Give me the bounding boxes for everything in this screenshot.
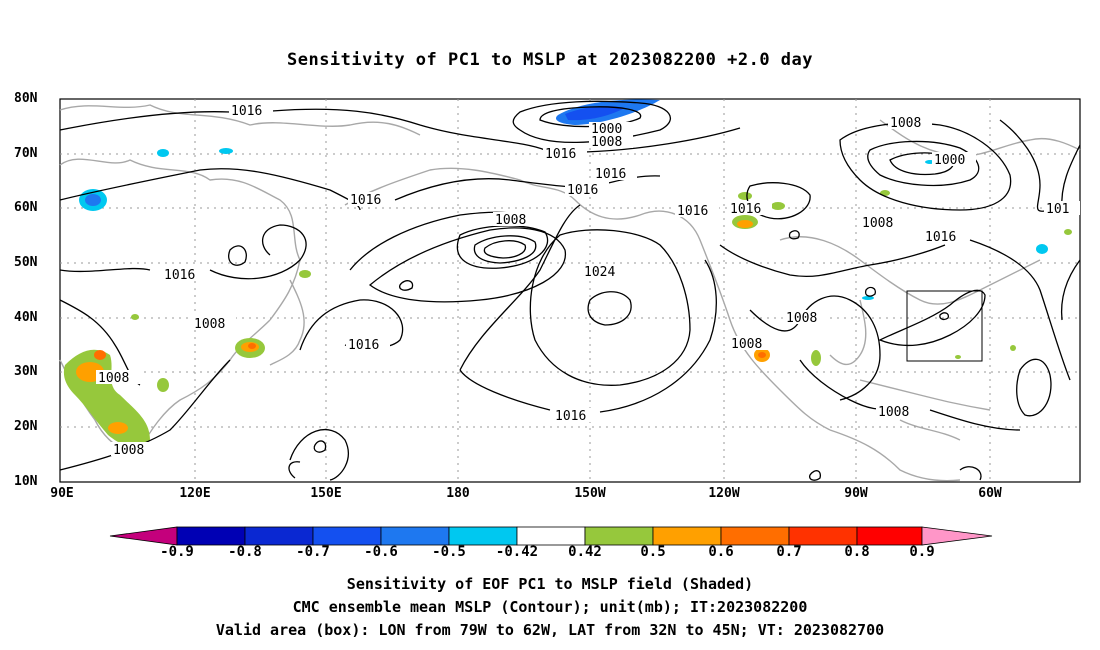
- colorbar-swatch: [109, 526, 178, 546]
- contour-label: 1008: [113, 443, 144, 458]
- contour-label: 1024: [584, 265, 615, 280]
- contour-label: 1016: [545, 147, 576, 162]
- contour-label: 1016: [348, 338, 379, 353]
- colorbar-swatch: [652, 526, 722, 546]
- contour-label: 1008: [98, 371, 129, 386]
- colorbar-swatch: [584, 526, 654, 546]
- colorbar-swatch: [788, 526, 858, 546]
- colorbar-swatch: [516, 526, 586, 546]
- colorbar-label: -0.42: [495, 544, 539, 560]
- colorbar-label: 0.42: [568, 544, 602, 560]
- lon-label: 120W: [708, 486, 740, 501]
- contour-label: 1016: [567, 183, 598, 198]
- contour-label: 1008: [731, 337, 762, 352]
- colorbar-swatch: [448, 526, 518, 546]
- contour-label: 1008: [591, 135, 622, 150]
- contour-label: 1016: [231, 104, 262, 119]
- lat-label: 80N: [14, 91, 38, 106]
- colorbar-label: -0.8: [228, 544, 262, 560]
- contour-label: 1016: [925, 230, 956, 245]
- colorbar-label: -0.9: [160, 544, 194, 560]
- lat-label: 70N: [14, 146, 38, 161]
- lat-label: 60N: [14, 200, 38, 215]
- lon-label: 150E: [310, 486, 342, 501]
- contour-label: 1000: [934, 153, 965, 168]
- contour-label: 1016: [555, 409, 586, 424]
- colorbar-label: -0.6: [364, 544, 398, 560]
- contour-label: 1008: [194, 317, 225, 332]
- colorbar-label: 0.9: [909, 544, 935, 560]
- lon-label: 90E: [50, 486, 74, 501]
- contour-labels: 1016 1000 1008 1016 1016 1016 1016 1008 …: [96, 104, 1080, 458]
- contour-label: 1016: [595, 167, 626, 182]
- colorbar-swatch: [312, 526, 382, 546]
- lon-label: 150W: [574, 486, 606, 501]
- lat-label: 30N: [14, 364, 38, 379]
- colorbar-swatch: [720, 526, 790, 546]
- colorbar-label: 0.7: [776, 544, 802, 560]
- colorbar-label: 0.6: [708, 544, 734, 560]
- lat-label: 40N: [14, 310, 38, 325]
- contour-label: 1008: [890, 116, 921, 131]
- lon-label: 60W: [978, 486, 1002, 501]
- footer-valid-area: Valid area (box): LON from 79W to 62W, L…: [215, 621, 885, 639]
- sensitivity-shading: [63, 99, 1072, 448]
- lat-label: 50N: [14, 255, 38, 270]
- colorbar-label: 0.5: [640, 544, 666, 560]
- contour-label: 1008: [862, 216, 893, 231]
- contour-label: 1008: [786, 311, 817, 326]
- contour-label: 1008: [878, 405, 909, 420]
- valid-area-box: [906, 290, 983, 362]
- lon-label: 180: [446, 486, 470, 501]
- colorbar-swatch: [176, 526, 246, 546]
- contour-label: 1008: [495, 213, 526, 228]
- chart-title: Sensitivity of PC1 to MSLP at 2023082200…: [286, 50, 813, 70]
- lat-label: 10N: [14, 474, 38, 489]
- contour-label: 101: [1046, 202, 1069, 217]
- colorbar-swatch: [380, 526, 450, 546]
- lon-label: 90W: [844, 486, 868, 501]
- colorbar-label: -0.7: [296, 544, 330, 560]
- contour-label: 1000: [591, 122, 622, 137]
- colorbar: [109, 526, 993, 546]
- contour-label: 1016: [730, 202, 761, 217]
- contour-label: 1016: [350, 193, 381, 208]
- colorbar-swatch: [921, 526, 993, 546]
- colorbar-label: -0.5: [432, 544, 466, 560]
- colorbar-label: 0.8: [844, 544, 870, 560]
- contour-label: 1016: [677, 204, 708, 219]
- colorbar-swatch: [244, 526, 314, 546]
- footer-contour-description: CMC ensemble mean MSLP (Contour); unit(m…: [292, 598, 808, 616]
- contour-label: 1016: [164, 268, 195, 283]
- lon-label: 120E: [179, 486, 211, 501]
- footer-shaded-description: Sensitivity of EOF PC1 to MSLP field (Sh…: [346, 575, 754, 593]
- colorbar-swatch: [856, 526, 923, 546]
- lat-label: 20N: [14, 419, 38, 434]
